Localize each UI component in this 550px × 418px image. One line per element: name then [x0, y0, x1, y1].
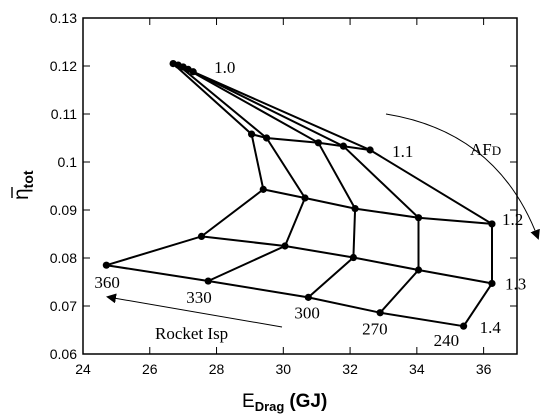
data-point — [488, 279, 496, 288]
afd-annotation: AFD — [470, 140, 501, 159]
y-tick-label: 0.07 — [50, 298, 77, 314]
data-points — [102, 60, 496, 330]
afd-arrow — [385, 113, 540, 240]
afd-label: 1.4 — [480, 318, 502, 337]
series-lines — [106, 62, 493, 328]
isp-label: 270 — [362, 320, 388, 339]
data-point — [102, 261, 110, 269]
afd-label: 1.3 — [505, 274, 526, 293]
axis-ticks: 24 26 28 30 32 34 36 0.06 0.07 0.08 0.09 0.1 0.11 0.1… — [50, 10, 517, 377]
data-point — [204, 277, 212, 285]
data-point — [281, 242, 289, 250]
rocket-isp-arrow — [106, 293, 283, 328]
data-point — [376, 309, 384, 317]
data-point — [414, 214, 423, 222]
data-point — [259, 185, 267, 193]
data-point — [304, 293, 312, 301]
y-tick-label: 0.06 — [50, 346, 77, 362]
data-point — [247, 130, 256, 138]
x-tick-label: 28 — [209, 361, 225, 377]
afd-series-line — [192, 70, 493, 327]
rocket-isp-annotation: Rocket Isp — [155, 324, 228, 343]
x-axis-title: EDrag (GJ) — [242, 391, 327, 414]
x-tick-label: 24 — [75, 361, 91, 377]
isp-label: 360 — [94, 273, 120, 292]
plot-frame — [82, 17, 518, 355]
data-point — [339, 142, 347, 150]
isp-label: 300 — [294, 303, 320, 322]
y-axis-title: ηtot — [10, 170, 36, 200]
data-point — [351, 204, 359, 213]
isp-series-line — [106, 264, 464, 328]
y-tick-label: 0.12 — [50, 58, 77, 74]
data-point — [301, 194, 309, 202]
y-tick-label: 0.09 — [50, 202, 77, 218]
data-point — [414, 266, 423, 274]
y-tick-label: 0.13 — [50, 10, 77, 26]
afd-label: 1.2 — [502, 210, 523, 229]
data-point — [488, 220, 496, 228]
x-tick-label: 34 — [409, 361, 425, 377]
data-point — [314, 139, 322, 147]
data-point — [349, 253, 358, 262]
data-point — [459, 322, 468, 330]
isp-series-line — [263, 188, 493, 225]
data-point — [189, 68, 197, 76]
isp-label: 240 — [434, 331, 460, 350]
y-tick-label: 0.11 — [51, 106, 77, 122]
svg-text:ηtot: ηtot — [10, 170, 36, 200]
y-tick-label: 0.08 — [50, 250, 77, 266]
x-tick-label: 36 — [476, 361, 492, 377]
y-tick-label: 0.1 — [58, 154, 78, 170]
x-tick-label: 30 — [276, 361, 292, 377]
data-point — [366, 146, 374, 154]
x-tick-label: 26 — [142, 361, 158, 377]
data-point — [263, 134, 271, 142]
afd-series-line — [182, 66, 357, 299]
afd-series-line — [187, 68, 420, 314]
isp-series-line — [201, 235, 493, 285]
isp-label: 330 — [186, 288, 212, 307]
data-point — [197, 232, 206, 240]
point-labels: 1.0 1.1 1.2 1.3 1.4 360 330 300 270 240 — [94, 58, 526, 350]
afd-label: 1.1 — [392, 142, 413, 161]
afd-label: 1.0 — [214, 58, 235, 77]
x-tick-label: 32 — [342, 361, 358, 377]
